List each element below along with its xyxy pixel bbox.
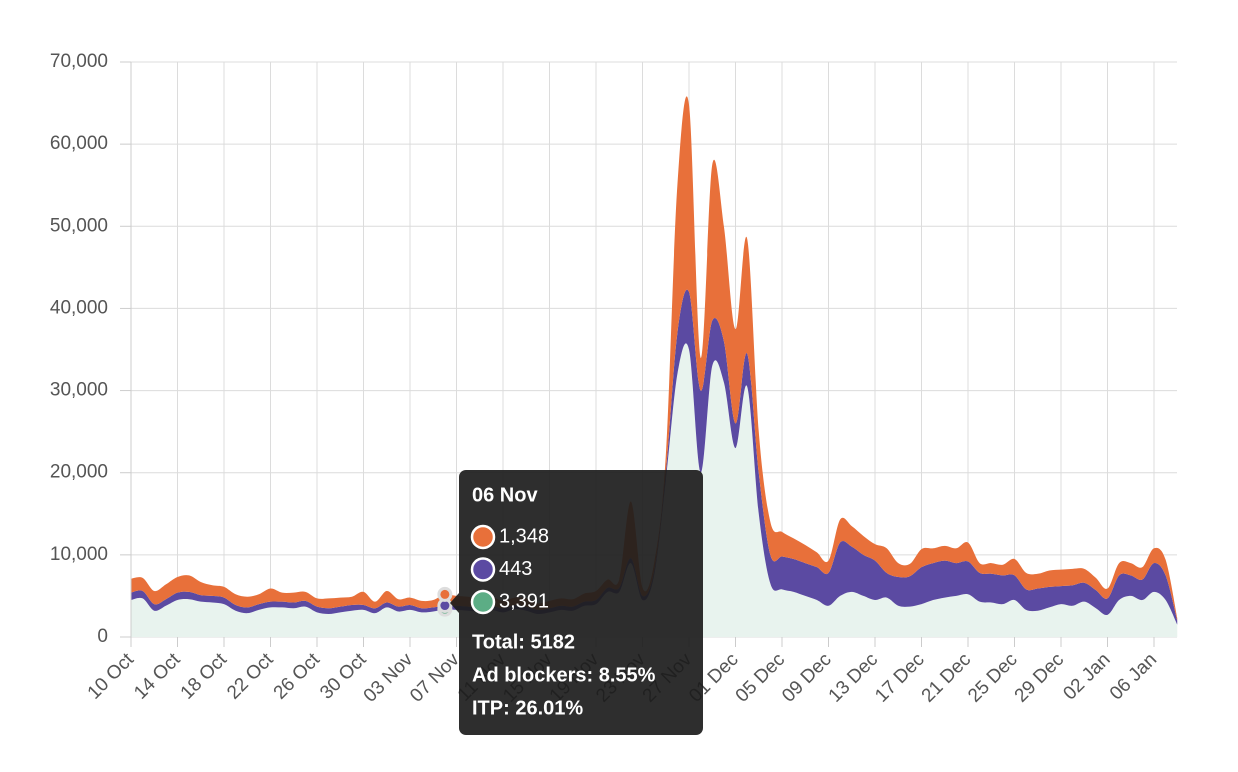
- tooltip-ad-blockers: Ad blockers: 8.55%: [472, 664, 656, 686]
- x-tick-label: 02 Jan: [1059, 649, 1114, 704]
- x-tick-label: 14 Oct: [130, 649, 185, 704]
- hover-points: [437, 586, 453, 617]
- tooltip-box: [459, 470, 703, 735]
- tooltip-arrow: [450, 593, 459, 613]
- y-tick-label: 60,000: [50, 133, 108, 154]
- x-tick-label: 17 Dec: [871, 649, 928, 706]
- y-tick-label: 50,000: [50, 215, 108, 236]
- tooltip-value: 1,348: [499, 525, 549, 547]
- x-tick-label: 07 Nov: [406, 649, 464, 707]
- y-tick-label: 30,000: [50, 380, 108, 401]
- x-tick-label: 03 Nov: [360, 649, 418, 707]
- x-tick-label: 25 Dec: [964, 649, 1021, 706]
- x-tick-label: 18 Oct: [177, 649, 232, 704]
- y-tick-label: 40,000: [50, 297, 108, 318]
- tooltip-title: 06 Nov: [472, 484, 538, 506]
- x-tick-label: 06 Jan: [1106, 649, 1161, 704]
- y-tick-label: 20,000: [50, 462, 108, 483]
- tooltip-value: 443: [499, 558, 532, 580]
- tooltip-total: Total: 5182: [472, 631, 575, 653]
- y-tick-label: 70,000: [50, 51, 108, 72]
- x-tick-label: 13 Dec: [825, 649, 882, 706]
- x-tick-label: 05 Dec: [732, 649, 789, 706]
- tooltip-swatch: [470, 589, 496, 615]
- x-tick-label: 22 Oct: [223, 649, 278, 704]
- x-tick-label: 09 Dec: [778, 649, 835, 706]
- x-tick-label: 21 Dec: [918, 649, 975, 706]
- tooltip-itp: ITP: 26.01%: [472, 697, 583, 719]
- x-tick-label: 26 Oct: [270, 649, 325, 704]
- tooltip: 06 Nov Total: 5182 Ad blockers: 8.55% IT…: [450, 470, 703, 735]
- y-tick-label: 0: [97, 626, 108, 647]
- y-tick-label: 10,000: [50, 544, 108, 565]
- x-tick-label: 10 Oct: [84, 649, 139, 704]
- tooltip-value: 3,391: [499, 590, 549, 612]
- hover-point: [437, 586, 453, 602]
- x-tick-label: 29 Dec: [1011, 649, 1068, 706]
- tooltip-swatch: [470, 524, 496, 550]
- tooltip-swatch: [470, 557, 496, 582]
- area: [131, 289, 1178, 625]
